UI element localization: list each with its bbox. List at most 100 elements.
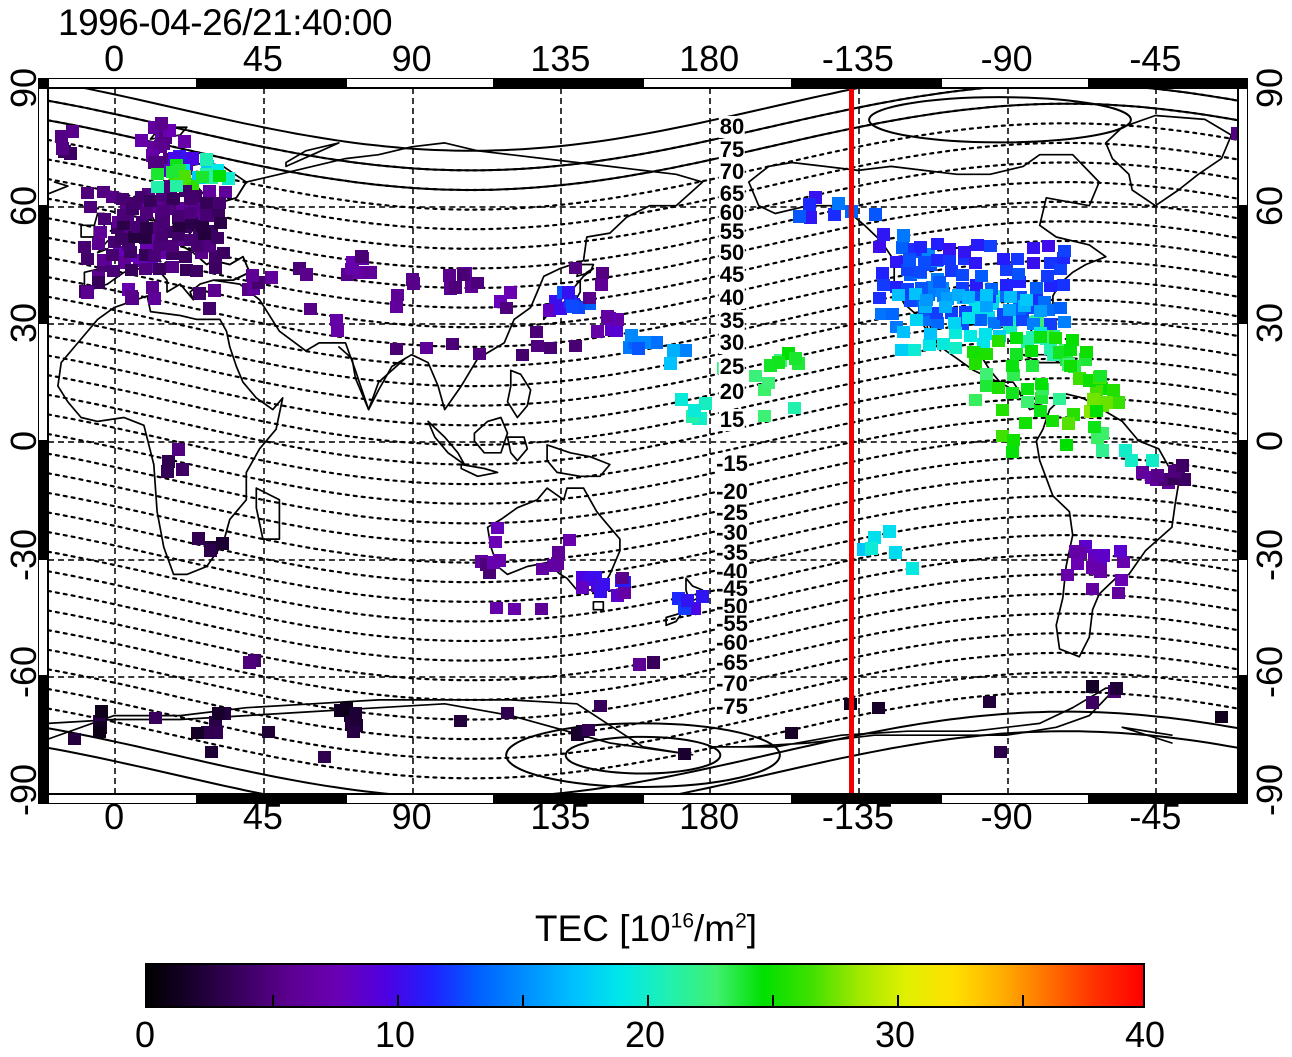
magnetic-latitude-label--30: -30 <box>715 520 749 545</box>
tec-pixel <box>961 290 975 303</box>
coastline-borneo <box>473 416 509 454</box>
frame-segment <box>644 79 791 87</box>
y-tick-30: 30 <box>1249 303 1290 344</box>
x-tick-45: 45 <box>242 38 283 79</box>
frame-segment <box>1239 559 1247 676</box>
tec-pixel <box>192 532 206 546</box>
tec-pixel <box>470 276 484 289</box>
tec-pixel <box>1090 562 1104 575</box>
polar-contour-s--80 <box>48 710 1238 794</box>
tec-pixel <box>968 256 982 269</box>
geomagnetic-contour-5 <box>48 377 1238 466</box>
tec-pixel <box>601 310 615 324</box>
tec-pixel <box>93 225 107 238</box>
colorbar[interactable] <box>145 963 1145 1008</box>
x-tick-135: 135 <box>530 38 591 79</box>
tec-pixel <box>1106 384 1120 398</box>
tec-pixel <box>872 291 886 304</box>
tec-pixel <box>148 250 162 262</box>
geomagnetic-contour-55 <box>48 180 1238 270</box>
magnetic-latitude-label--50: -50 <box>715 594 749 619</box>
tec-pixel <box>1034 392 1048 405</box>
tec-pixel <box>349 707 363 721</box>
world-map-plot[interactable]: 80 75 70 65 60 55 50 45 40 35 30 25 20 15 -15 -20 -25 -30… <box>48 88 1238 794</box>
tec-pixel <box>951 288 965 301</box>
tec-pixel <box>974 269 988 282</box>
tec-pixel <box>1085 680 1099 694</box>
magnetic-latitude-label--40: -40 <box>715 559 749 584</box>
tec-pixel <box>788 401 802 414</box>
tec-pixel <box>1112 587 1126 600</box>
tec-pixel <box>453 714 467 727</box>
tec-pixel <box>354 249 368 263</box>
colorbar-tick-35 <box>1022 995 1024 1006</box>
frame-bar <box>38 794 1248 804</box>
tec-pixel <box>914 241 927 254</box>
tec-pixel <box>563 534 577 547</box>
tec-pixel <box>1010 348 1024 361</box>
tec-pixel <box>979 300 993 313</box>
coastline-madagascar <box>255 487 281 540</box>
tec-pixel <box>128 196 142 209</box>
geomagnetic-contour--30 <box>48 514 1238 603</box>
tec-pixel <box>1136 466 1150 480</box>
tec-pixel <box>974 313 988 326</box>
south-polar-ring-0 <box>505 722 781 788</box>
tec-pixel <box>994 745 1008 758</box>
frame-segment <box>346 795 494 803</box>
tec-pixel <box>789 351 803 365</box>
colorbar-tick-30 <box>897 995 899 1006</box>
tec-pixel <box>152 263 166 275</box>
tec-pixel <box>153 238 167 251</box>
tec-pixel <box>217 246 231 259</box>
tec-pixel <box>78 240 92 253</box>
tec-pixel <box>535 563 549 576</box>
magnetic-latitude-label-30: 30 <box>718 330 746 355</box>
tec-pixel <box>211 707 225 721</box>
magnetic-latitude-label--20: -20 <box>715 479 749 504</box>
tec-pixel <box>172 219 186 232</box>
magnetic-equator <box>48 396 1238 486</box>
tec-pixel <box>128 230 142 243</box>
tec-pixel <box>184 207 198 220</box>
tec-pixel <box>962 311 976 324</box>
tec-pixel <box>1113 544 1127 557</box>
magnetic-latitude-label--25: -25 <box>715 500 749 525</box>
tec-pixel <box>1012 267 1026 280</box>
tec-pixel <box>212 170 226 183</box>
tec-pixel <box>664 356 678 370</box>
tec-pixel <box>202 301 216 315</box>
tec-pixel <box>1089 405 1103 418</box>
tec-pixel <box>882 524 896 538</box>
tec-pixel <box>114 233 128 246</box>
tec-pixel <box>185 151 199 165</box>
tec-pixel <box>590 324 604 338</box>
tec-pixel <box>148 292 162 306</box>
geomagnetic-contour--40 <box>48 553 1238 643</box>
x-tick-0: 0 <box>104 38 125 79</box>
tec-pixel <box>155 229 169 242</box>
tec-pixel <box>318 750 332 763</box>
tec-pixel <box>176 463 190 477</box>
tec-pixel <box>171 443 185 457</box>
tec-pixel <box>943 243 957 256</box>
colorbar-label-30: 30 <box>874 1014 916 1055</box>
tec-pixel <box>1080 346 1094 359</box>
tec-pixel <box>124 264 138 277</box>
gridline-horizontal <box>48 323 1238 326</box>
tec-pixel <box>597 577 611 591</box>
tec-pixel <box>1063 343 1077 356</box>
tec-pixel <box>1052 345 1066 359</box>
tec-pixel <box>1053 263 1067 276</box>
tec-pixel <box>1024 344 1038 357</box>
coastline-philippines <box>506 369 532 419</box>
tec-pixel <box>583 292 597 305</box>
north-polar-ring <box>868 96 1132 144</box>
tec-pixel <box>875 307 889 320</box>
coastline-greenland <box>1104 114 1233 207</box>
frame-bar <box>38 78 48 804</box>
tec-pixel <box>1002 304 1016 317</box>
polar-contour-n-85 <box>79 88 864 152</box>
tec-pixel <box>897 326 911 339</box>
tec-pixel <box>144 194 158 207</box>
